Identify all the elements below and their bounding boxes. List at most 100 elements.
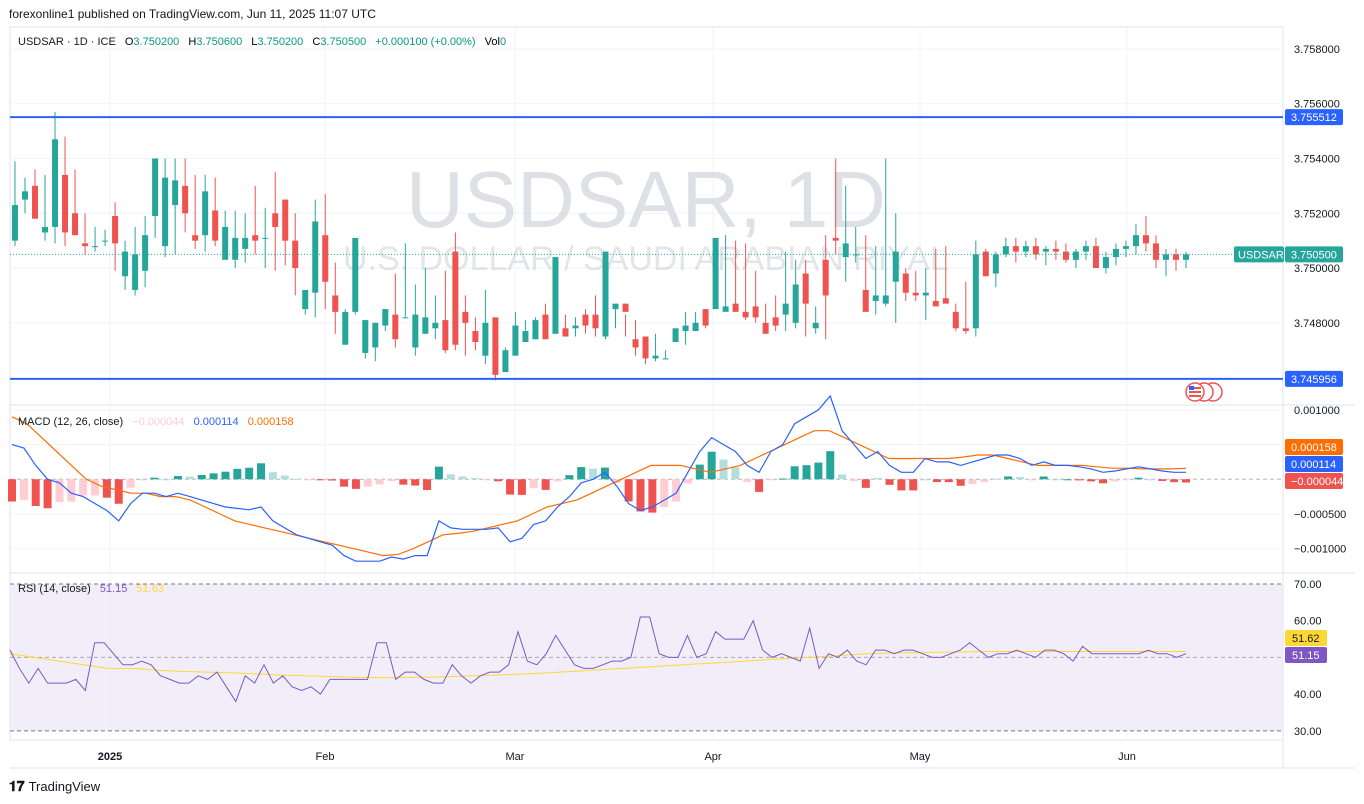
macd-signal-value: 0.000158 — [248, 416, 294, 428]
rsi-axis-label: 30.00 — [1294, 726, 1322, 738]
candle-body — [832, 237, 839, 241]
macd-title: MACD (12, 26, close) — [18, 416, 123, 428]
rsi-line — [9, 616, 1187, 703]
candle-body — [952, 311, 959, 329]
macd-histogram-bar — [126, 479, 135, 488]
candle-body — [312, 221, 319, 293]
candle-body — [112, 216, 119, 244]
macd-line — [11, 394, 1186, 562]
macd-histogram-bar — [316, 479, 325, 481]
candle-body — [372, 322, 379, 348]
candle-body — [772, 317, 779, 326]
candle-body — [712, 237, 719, 310]
rsi-legend: RSI (14, close) 51.15 51.63 — [18, 583, 164, 595]
macd-histogram-bar — [672, 479, 681, 502]
change-value: +0.000100 (+0.00%) — [375, 36, 475, 48]
macd-signal-line — [11, 416, 1187, 557]
macd-histogram-bar — [695, 464, 704, 480]
candle-body — [302, 289, 309, 310]
macd-histogram-bar — [197, 475, 206, 480]
candle-body — [182, 185, 189, 214]
macd-histogram-bar — [1063, 479, 1072, 481]
macd-histogram-bar — [861, 479, 870, 488]
macd-histogram-bar — [304, 479, 313, 481]
candle-body — [52, 139, 59, 227]
macd-histogram-bar — [956, 479, 965, 486]
candle-body — [802, 273, 809, 304]
level-price-badge — [1285, 370, 1343, 387]
macd-histogram-bar — [873, 477, 882, 480]
candle-body — [62, 174, 69, 233]
level-price-badge — [1285, 109, 1343, 126]
macd-histogram-bar — [1158, 479, 1167, 481]
brand-name[interactable]: TradingView — [28, 779, 101, 794]
macd-histogram-bar — [67, 479, 76, 502]
macd-histogram-bar — [909, 479, 918, 491]
candle-body — [1162, 254, 1169, 260]
candle-body — [222, 226, 229, 260]
macd-histogram-bar — [387, 479, 396, 481]
macd-histogram-bar — [565, 475, 574, 480]
candle-body — [1002, 246, 1009, 255]
candle-body — [562, 328, 569, 337]
macd-histogram-bar — [423, 479, 432, 490]
candle-body — [442, 320, 449, 351]
candle-body — [512, 325, 519, 356]
macd-histogram-bar — [221, 471, 230, 480]
tradingview-logo-icon[interactable]: 𝟏𝟕 — [9, 778, 25, 794]
candle-body — [1132, 235, 1139, 247]
macd-histogram-bar — [731, 467, 740, 480]
candle-body — [532, 320, 539, 340]
macd-histogram-bar — [292, 478, 301, 480]
macd-histogram-bar — [1039, 476, 1048, 480]
candle-body — [252, 235, 259, 241]
candle-body — [702, 309, 709, 326]
candle-body — [762, 322, 769, 334]
candle-body — [362, 320, 369, 353]
candle-body — [1172, 254, 1179, 260]
macd-hist-value: −0.000044 — [132, 416, 184, 428]
candle-body — [472, 331, 479, 342]
candle-body — [382, 309, 389, 326]
candle-body — [82, 243, 89, 247]
close-value: 3.750500 — [320, 36, 366, 48]
macd-histogram-bar — [8, 479, 16, 502]
rsi-value-label: 51.62 — [1292, 633, 1320, 645]
time-axis-label: 2025 — [98, 751, 122, 763]
candle-body — [142, 235, 149, 271]
symbol-badge — [1234, 246, 1284, 263]
candle-body — [232, 237, 239, 260]
candle-body — [992, 254, 999, 274]
high-value: 3.750600 — [196, 36, 242, 48]
candle-body — [1032, 246, 1039, 255]
macd-legend: MACD (12, 26, close) −0.000044 0.000114 … — [18, 416, 294, 428]
candle-body — [242, 237, 249, 249]
footer: 𝟏𝟕 TradingView — [9, 778, 100, 795]
macd-histogram-bar — [43, 479, 52, 509]
macd-histogram-bar — [541, 479, 550, 490]
us-flag-icon[interactable] — [1185, 382, 1223, 402]
macd-histogram-bar — [1182, 479, 1190, 483]
macd-histogram-bar — [506, 479, 515, 495]
candle-body — [392, 314, 399, 340]
close-label: C — [312, 36, 320, 48]
open-value: 3.750200 — [133, 36, 179, 48]
time-axis-label: Feb — [316, 751, 335, 763]
macd-axis-label: −0.001000 — [1294, 544, 1346, 556]
rsi-value-badge — [1285, 630, 1327, 646]
rsi-ma-line — [9, 651, 1186, 679]
candle-body — [522, 331, 529, 342]
candle-body — [1042, 248, 1049, 252]
macd-histogram-bar — [624, 479, 633, 502]
candle-body — [12, 205, 18, 241]
macd-histogram-bar — [529, 479, 538, 489]
price-axis-label: 3.750000 — [1294, 263, 1340, 275]
candle-body — [202, 191, 209, 236]
macd-histogram-bar — [944, 479, 953, 483]
volume-label: Vol — [485, 36, 500, 48]
macd-histogram-bar — [494, 479, 503, 482]
candle-body — [602, 251, 609, 337]
macd-histogram-bar — [1075, 479, 1084, 481]
macd-histogram-bar — [375, 479, 384, 485]
